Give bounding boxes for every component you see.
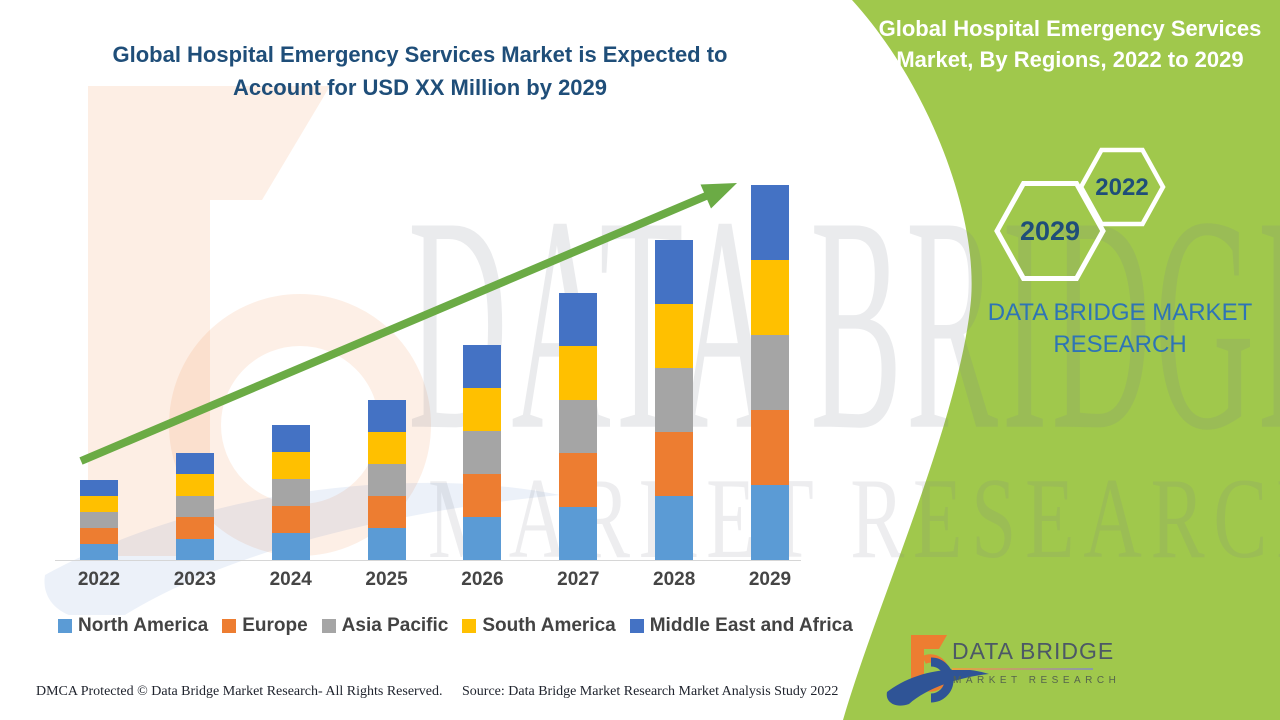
brand-logo: DATA BRIDGE MARKET RESEARCH xyxy=(883,628,1143,712)
logo-title: DATA BRIDGE xyxy=(952,638,1115,664)
bar-segment-north-america xyxy=(271,533,310,560)
bar-segment-middle-east-and-africa xyxy=(559,292,598,346)
bar-segment-asia-pacific xyxy=(655,368,694,432)
bar-segment-south-america xyxy=(80,496,118,512)
band-title: Global Hospital Emergency Services Marke… xyxy=(862,13,1278,75)
legend-label: Asia Pacific xyxy=(341,615,449,636)
bar-segment-south-america xyxy=(655,304,694,368)
legend-swatch xyxy=(222,619,237,633)
bar-segment-europe xyxy=(80,528,118,544)
legend-swatch xyxy=(462,619,477,633)
bar-segment-middle-east-and-africa xyxy=(80,480,118,496)
logo-underline xyxy=(952,668,1093,670)
x-axis-label-2023: 2023 xyxy=(173,569,216,590)
page-title: Global Hospital Emergency Services Marke… xyxy=(60,38,780,104)
x-axis-label-2022: 2022 xyxy=(77,569,121,590)
bar-2023 xyxy=(175,452,214,560)
bar-segment-north-america xyxy=(463,517,502,560)
footer-source: Source: Data Bridge Market Research Mark… xyxy=(462,684,839,699)
hexagon-year-2022: 2022 xyxy=(1095,174,1149,201)
bar-segment-europe xyxy=(463,474,502,517)
legend-swatch xyxy=(629,619,644,633)
legend-swatch xyxy=(58,619,72,633)
logo-subtitle: MARKET RESEARCH xyxy=(953,675,1121,686)
x-axis-label-2024: 2024 xyxy=(269,569,312,590)
bar-segment-asia-pacific xyxy=(559,399,598,453)
bar-segment-europe xyxy=(175,517,214,539)
x-axis-label-2028: 2028 xyxy=(653,569,696,590)
plot-area xyxy=(55,150,801,561)
bar-segment-north-america xyxy=(655,496,694,560)
bar-segment-europe xyxy=(750,410,789,485)
bar-2024 xyxy=(271,425,310,560)
brand-text: DATA BRIDGE MARKET RESEARCH xyxy=(955,297,1280,361)
legend-label: South America xyxy=(482,615,616,636)
bar-segment-asia-pacific xyxy=(175,495,214,517)
bar-segment-asia-pacific xyxy=(367,464,406,496)
bar-2026 xyxy=(463,345,502,560)
bar-segment-europe xyxy=(367,496,406,528)
x-axis-label-2029: 2029 xyxy=(748,569,792,590)
bar-segment-middle-east-and-africa xyxy=(655,240,694,304)
bar-segment-middle-east-and-africa xyxy=(463,345,502,388)
bar-segment-asia-pacific xyxy=(80,512,118,528)
bar-segment-south-america xyxy=(175,474,214,496)
legend-label: North America xyxy=(78,615,209,636)
bar-segment-asia-pacific xyxy=(463,431,502,474)
bar-segment-north-america xyxy=(750,485,789,560)
bar-segment-north-america xyxy=(175,538,214,560)
legend-item-asia-pacific: Asia Pacific xyxy=(321,615,449,637)
bar-segment-south-america xyxy=(367,432,406,464)
page-title-line1: Global Hospital Emergency Services Marke… xyxy=(112,42,728,67)
bar-2029 xyxy=(750,185,789,560)
footer-dmca: DMCA Protected © Data Bridge Market Rese… xyxy=(36,684,443,699)
legend: North America Europe Asia Pacific South Ame… xyxy=(58,615,853,637)
legend-label: Europe xyxy=(242,615,308,636)
legend-item-europe: Europe xyxy=(222,615,308,637)
legend-item-south-america: South America xyxy=(462,615,616,637)
bar-segment-europe xyxy=(559,453,598,507)
bar-segment-middle-east-and-africa xyxy=(367,400,406,432)
x-axis-label-2027: 2027 xyxy=(557,569,600,590)
bar-2027 xyxy=(559,292,598,560)
band-title-line2: Market, By Regions, 2022 to 2029 xyxy=(896,47,1244,72)
brand-text-line2: RESEARCH xyxy=(1053,331,1187,358)
bar-segment-south-america xyxy=(750,260,789,335)
bar-segment-south-america xyxy=(559,346,598,400)
x-axis-label-2026: 2026 xyxy=(461,569,504,590)
legend-label: Middle East and Africa xyxy=(649,615,853,636)
page-title-line2: Account for USD XX Million by 2029 xyxy=(232,75,608,100)
brand-text-line1: DATA BRIDGE MARKET xyxy=(987,299,1253,326)
bar-2028 xyxy=(655,240,694,560)
bar-segment-asia-pacific xyxy=(271,479,310,506)
bar-segment-asia-pacific xyxy=(750,335,789,410)
bar-segment-europe xyxy=(655,432,694,496)
bar-2022 xyxy=(80,480,118,560)
x-axis-label-2025: 2025 xyxy=(365,569,408,590)
bar-segment-middle-east-and-africa xyxy=(271,425,310,452)
legend-swatch xyxy=(321,619,336,633)
legend-item-north-america: North America xyxy=(58,615,208,637)
bar-segment-south-america xyxy=(271,452,310,479)
bar-segment-north-america xyxy=(80,544,118,560)
bar-segment-north-america xyxy=(559,506,598,560)
hexagon-year-2029: 2029 xyxy=(1019,216,1081,246)
bar-2025 xyxy=(367,400,406,560)
band-title-line1: Global Hospital Emergency Services xyxy=(878,16,1262,41)
bar-segment-europe xyxy=(271,506,310,533)
bar-segment-middle-east-and-africa xyxy=(750,185,789,260)
x-axis-labels: 2022 2023 2024 2025 2026 2027 2028 2029 xyxy=(55,569,801,595)
bar-segment-south-america xyxy=(463,388,502,431)
legend-item-middle-east-and-africa: Middle East and Africa xyxy=(629,615,853,637)
bar-segment-north-america xyxy=(367,528,406,560)
bar-segment-middle-east-and-africa xyxy=(175,452,214,474)
